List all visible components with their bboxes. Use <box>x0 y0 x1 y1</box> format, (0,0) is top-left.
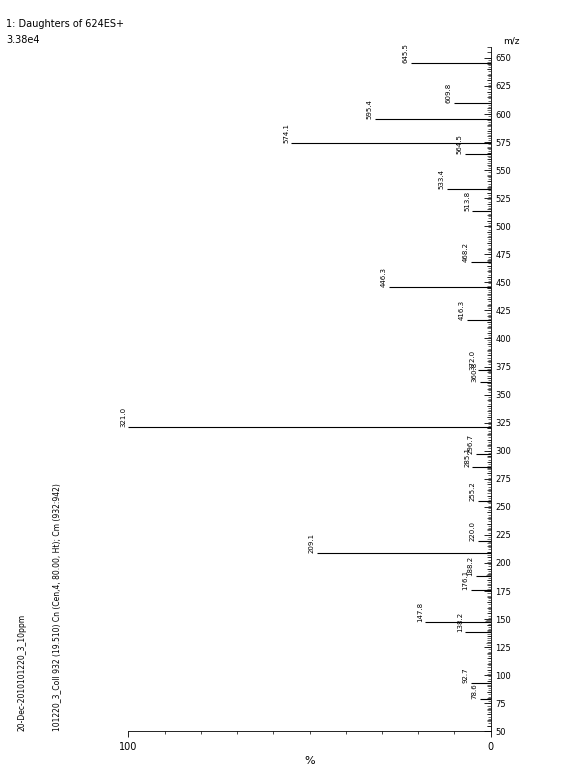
Text: 255.2: 255.2 <box>470 482 475 501</box>
Text: 468.2: 468.2 <box>462 242 468 262</box>
Text: 372.0: 372.0 <box>470 350 475 370</box>
Text: 78.6: 78.6 <box>471 683 477 699</box>
Text: 645.5: 645.5 <box>402 43 408 63</box>
Text: m/z: m/z <box>503 37 520 45</box>
Text: 446.3: 446.3 <box>381 267 387 286</box>
X-axis label: %: % <box>304 756 315 766</box>
Text: 533.4: 533.4 <box>439 169 444 189</box>
Text: 188.2: 188.2 <box>468 556 474 576</box>
Text: 101220_3_Coll 932 (19.510) Cn (Cen,4, 80.00, Ht); Cm (932:942): 101220_3_Coll 932 (19.510) Cn (Cen,4, 80… <box>53 483 61 731</box>
Text: 220.0: 220.0 <box>470 520 475 541</box>
Text: 147.8: 147.8 <box>417 601 423 622</box>
Text: 209.1: 209.1 <box>308 533 314 552</box>
Text: 20-Dec-2010101220_3_10ppm: 20-Dec-2010101220_3_10ppm <box>18 614 26 731</box>
Text: 285.1: 285.1 <box>464 447 470 468</box>
Text: 138.2: 138.2 <box>457 612 463 633</box>
Text: 416.3: 416.3 <box>458 300 465 321</box>
Text: 513.8: 513.8 <box>464 191 470 211</box>
Text: 321.0: 321.0 <box>120 407 126 427</box>
Text: 176.1: 176.1 <box>462 569 468 590</box>
Text: 92.7: 92.7 <box>462 668 468 683</box>
Text: 3.38e4: 3.38e4 <box>6 35 39 45</box>
Text: 296.7: 296.7 <box>468 434 474 454</box>
Text: 360.8: 360.8 <box>471 363 477 383</box>
Text: 564.5: 564.5 <box>457 134 463 154</box>
Text: 574.1: 574.1 <box>283 123 289 143</box>
Text: 595.4: 595.4 <box>366 100 372 119</box>
Text: 1: Daughters of 624ES+: 1: Daughters of 624ES+ <box>6 19 124 30</box>
Text: 609.8: 609.8 <box>446 82 452 103</box>
